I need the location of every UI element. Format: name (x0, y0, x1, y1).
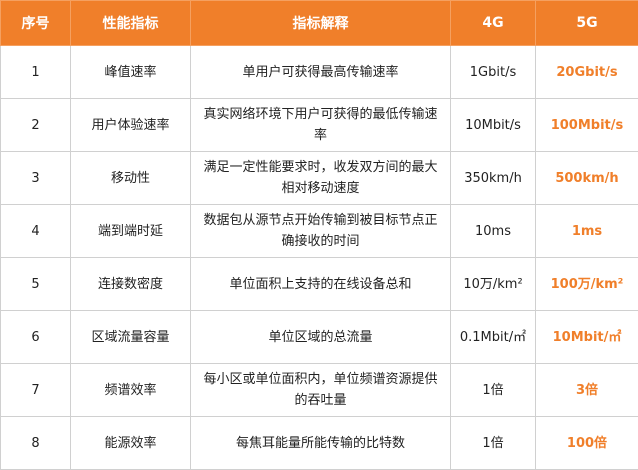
table-cell: 10ms (451, 205, 536, 258)
header-cell: 4G (451, 1, 536, 46)
table-cell: 1Gbit/s (451, 46, 536, 99)
header-cell: 5G (536, 1, 638, 46)
table-cell: 单位面积上支持的在线设备总和 (191, 258, 451, 311)
header-cell: 指标解释 (191, 1, 451, 46)
table-cell: 连接数密度 (71, 258, 191, 311)
table-cell: 每小区或单位面积内，单位频谱资源提供的吞吐量 (191, 364, 451, 417)
header-cell: 性能指标 (71, 1, 191, 46)
table-cell: 350km/h (451, 152, 536, 205)
table-cell: 7 (1, 364, 71, 417)
table-cell: 峰值速率 (71, 46, 191, 99)
table-cell: 满足一定性能要求时，收发双方间的最大相对移动速度 (191, 152, 451, 205)
table-cell: 1倍 (451, 364, 536, 417)
table-cell: 真实网络环境下用户可获得的最低传输速率 (191, 99, 451, 152)
table-cell: 500km/h (536, 152, 638, 205)
table-cell: 3 (1, 152, 71, 205)
table-cell: 2 (1, 99, 71, 152)
table-cell: 移动性 (71, 152, 191, 205)
table-cell: 8 (1, 417, 71, 470)
table-cell: 用户体验速率 (71, 99, 191, 152)
header-cell: 序号 (1, 1, 71, 46)
table-cell: 3倍 (536, 364, 638, 417)
table-cell: 1 (1, 46, 71, 99)
table-cell: 能源效率 (71, 417, 191, 470)
table-cell: 100倍 (536, 417, 638, 470)
table-cell: 端到端时延 (71, 205, 191, 258)
table-cell: 1ms (536, 205, 638, 258)
table-cell: 单用户可获得最高传输速率 (191, 46, 451, 99)
table-cell: 10Mbit/㎡ (536, 311, 638, 364)
table-cell: 单位区域的总流量 (191, 311, 451, 364)
table-cell: 6 (1, 311, 71, 364)
table-cell: 100Mbit/s (536, 99, 638, 152)
table-cell: 100万/km² (536, 258, 638, 311)
table-cell: 频谱效率 (71, 364, 191, 417)
table-cell: 0.1Mbit/㎡ (451, 311, 536, 364)
table-cell: 5 (1, 258, 71, 311)
table-cell: 10Mbit/s (451, 99, 536, 152)
table-cell: 区域流量容量 (71, 311, 191, 364)
table-cell: 1倍 (451, 417, 536, 470)
table-cell: 数据包从源节点开始传输到被目标节点正确接收的时间 (191, 205, 451, 258)
table-cell: 10万/km² (451, 258, 536, 311)
table-cell: 20Gbit/s (536, 46, 638, 99)
table-cell: 4 (1, 205, 71, 258)
table-cell: 每焦耳能量所能传输的比特数 (191, 417, 451, 470)
